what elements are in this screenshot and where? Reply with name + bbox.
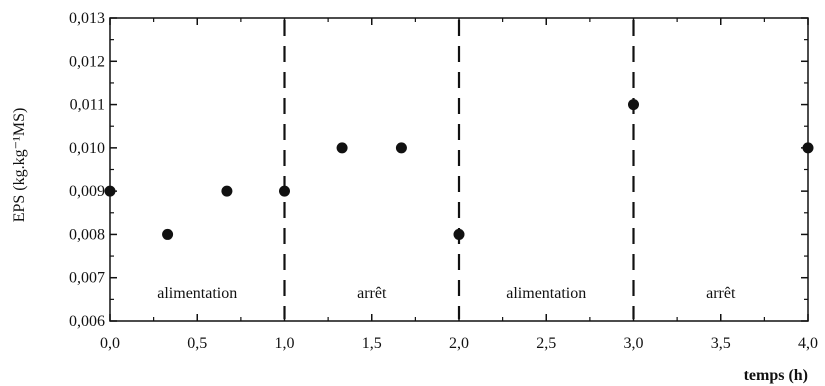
data-point — [162, 228, 174, 240]
x-axis-title: temps (h) — [744, 367, 808, 384]
phase-dividers — [283, 20, 635, 319]
y-tick-label: 0,007 — [69, 270, 105, 287]
x-tick-label: 4,0 — [798, 335, 818, 352]
x-tick-label: 2,5 — [536, 335, 556, 352]
data-point — [104, 185, 116, 197]
x-tick-label: 3,0 — [624, 335, 644, 352]
x-axis: 0,0 0,5 1,0 1,5 2,0 2,5 3,0 3,5 4,0 — [100, 18, 818, 352]
y-tick-label: 0,012 — [69, 53, 105, 70]
x-tick-label: 2,0 — [449, 335, 469, 352]
phase-label: arrêt — [357, 285, 387, 302]
x-tick-label: 3,5 — [711, 335, 731, 352]
x-tick-label: 1,0 — [275, 335, 295, 352]
y-axis-title: EPS (kg.kg⁻¹MS) — [11, 108, 28, 223]
phase-label: arrêt — [706, 285, 736, 302]
y-tick-label: 0,008 — [69, 226, 105, 243]
x-tick-label: 1,5 — [362, 335, 382, 352]
data-point — [279, 185, 290, 197]
y-axis: 0,006 0,007 0,008 0,009 0,010 0,011 0,012 0,013 — [69, 10, 808, 330]
x-tick-label: 0,5 — [187, 335, 207, 352]
phase-labels: alimentation arrêt alimentation arrêt — [157, 285, 736, 302]
data-point — [221, 185, 233, 197]
data-point — [802, 142, 814, 154]
y-tick-label: 0,006 — [69, 313, 105, 330]
y-tick-label: 0,013 — [69, 10, 105, 27]
data-point — [336, 142, 348, 154]
data-points — [104, 99, 814, 240]
data-point — [628, 99, 639, 111]
x-tick-label: 0,0 — [100, 335, 120, 352]
y-tick-label: 0,010 — [69, 140, 105, 157]
plot-frame — [109, 17, 809, 322]
plot-border — [109, 17, 809, 322]
y-tick-label: 0,009 — [69, 183, 105, 200]
phase-label: alimentation — [506, 285, 586, 302]
y-tick-label: 0,011 — [70, 97, 105, 114]
data-point — [453, 228, 465, 240]
phase-label: alimentation — [157, 285, 237, 302]
data-point — [395, 142, 407, 154]
